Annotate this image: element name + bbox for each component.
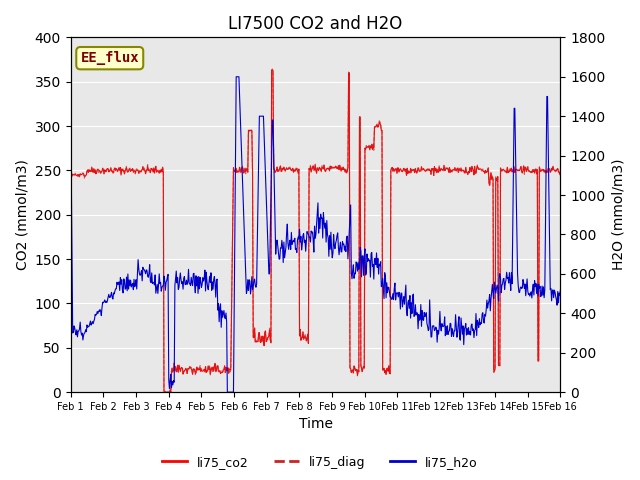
li75_diag xyxy=(177,367,184,373)
li75_h2o xyxy=(202,288,209,294)
li75_co2 xyxy=(268,67,275,73)
Text: EE_flux: EE_flux xyxy=(81,51,139,65)
li75_diag xyxy=(161,389,168,395)
li75_diag xyxy=(376,119,384,125)
Legend: li75_co2, li75_diag, li75_h2o: li75_co2, li75_diag, li75_h2o xyxy=(157,451,483,474)
li75_co2 xyxy=(376,120,384,126)
li75_h2o xyxy=(126,283,134,288)
li75_h2o xyxy=(67,104,74,109)
li75_diag xyxy=(268,66,276,72)
Y-axis label: CO2 (mmol/m3): CO2 (mmol/m3) xyxy=(15,159,29,270)
Line: li75_h2o: li75_h2o xyxy=(70,77,561,392)
li75_h2o xyxy=(232,74,240,80)
li75_diag xyxy=(76,174,83,180)
li75_h2o xyxy=(76,326,83,332)
Line: li75_diag: li75_diag xyxy=(70,69,561,392)
li75_diag xyxy=(557,169,564,175)
li75_h2o xyxy=(176,276,184,282)
li75_h2o xyxy=(223,389,231,395)
li75_diag xyxy=(390,169,398,175)
Title: LI7500 CO2 and H2O: LI7500 CO2 and H2O xyxy=(228,15,403,33)
li75_h2o xyxy=(557,287,564,292)
li75_h2o xyxy=(390,286,398,292)
li75_co2 xyxy=(67,172,74,178)
li75_co2 xyxy=(76,173,83,179)
li75_h2o xyxy=(376,263,384,269)
Y-axis label: H2O (mmol/m3): H2O (mmol/m3) xyxy=(611,159,625,270)
li75_co2 xyxy=(126,167,134,173)
li75_diag xyxy=(202,370,210,375)
Line: li75_co2: li75_co2 xyxy=(70,70,561,392)
li75_co2 xyxy=(202,370,210,375)
li75_co2 xyxy=(161,389,168,395)
li75_co2 xyxy=(390,168,398,173)
li75_co2 xyxy=(177,369,184,374)
li75_diag xyxy=(67,172,74,178)
li75_diag xyxy=(126,165,134,171)
li75_co2 xyxy=(557,167,564,172)
X-axis label: Time: Time xyxy=(299,418,333,432)
